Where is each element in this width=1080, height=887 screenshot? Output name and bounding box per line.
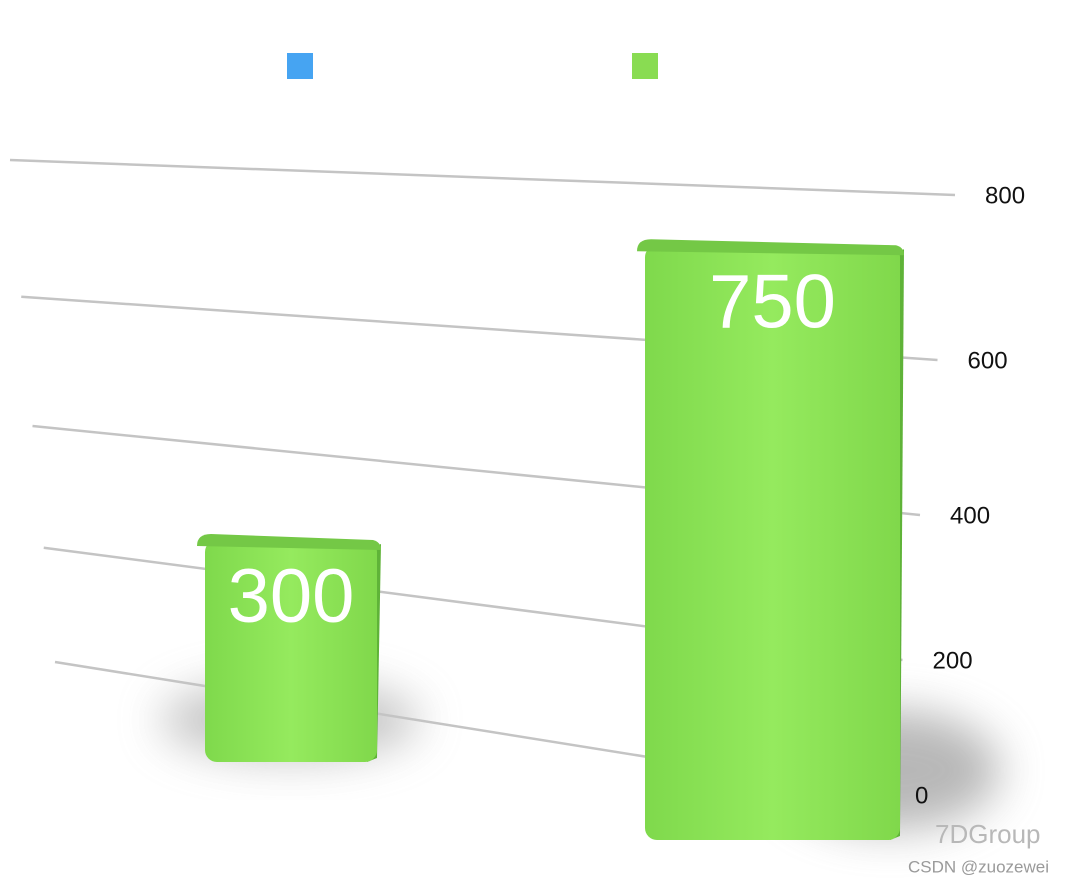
y-tick-label: 200 — [933, 647, 973, 674]
bar — [645, 245, 900, 840]
grid-line — [9, 158, 956, 197]
bar-top — [637, 239, 904, 256]
bar-group: 750 — [637, 239, 904, 840]
bar-group: 300 — [197, 534, 381, 762]
legend-swatch — [287, 53, 313, 79]
y-tick-label: 800 — [985, 182, 1025, 209]
y-tick-label: 600 — [968, 347, 1008, 374]
bar — [205, 540, 377, 762]
bar-top — [197, 534, 381, 550]
y-tick-label: 400 — [950, 502, 990, 529]
watermark-brand: 7DGroup — [935, 819, 1041, 849]
legend-swatch — [632, 53, 658, 79]
watermark-author: CSDN @zuozewei — [908, 857, 1049, 876]
value-label: 750 — [709, 259, 836, 344]
watermark: 7DGroup CSDN @zuozewei — [908, 819, 1049, 877]
value-label: 300 — [228, 554, 355, 639]
y-tick-label: 0 — [915, 782, 928, 809]
